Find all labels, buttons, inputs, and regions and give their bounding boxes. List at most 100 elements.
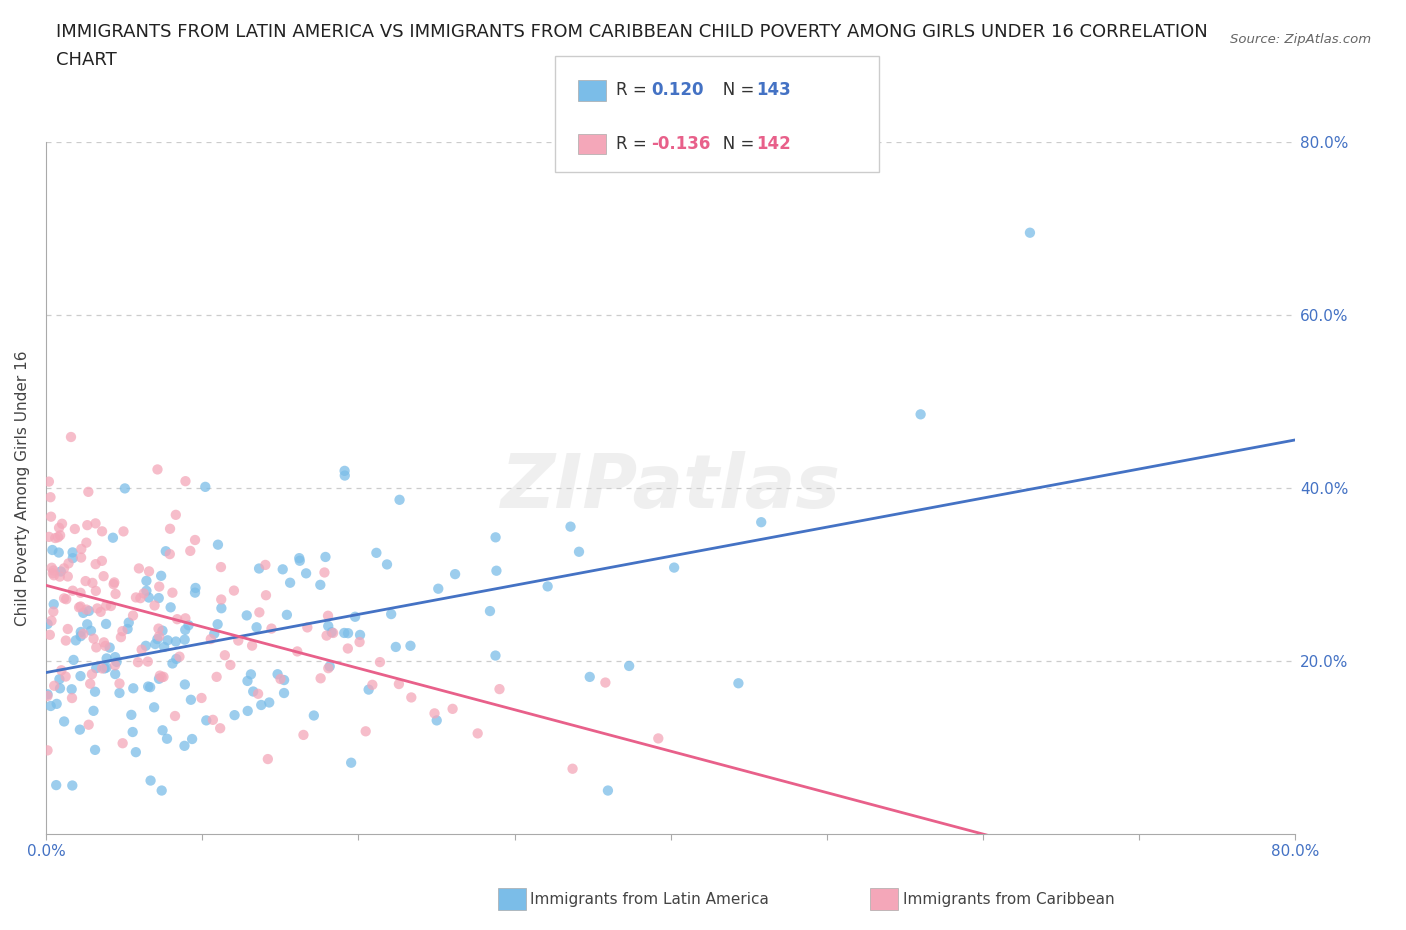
Point	[385, 640, 408, 655]
Point	[37, 743, 59, 758]
Point	[135, 583, 157, 598]
Point	[354, 724, 377, 738]
Point	[125, 590, 148, 604]
Point	[166, 612, 188, 627]
Point	[561, 762, 583, 777]
Point	[333, 463, 356, 478]
Point	[337, 626, 360, 641]
Point	[44, 531, 66, 546]
Point	[302, 708, 325, 723]
Point	[179, 543, 201, 558]
Point	[318, 660, 340, 675]
Point	[910, 407, 932, 422]
Point	[84, 557, 107, 572]
Point	[156, 632, 179, 647]
Point	[118, 615, 141, 630]
Y-axis label: Child Poverty Among Girls Under 16: Child Poverty Among Girls Under 16	[15, 350, 30, 626]
Point	[316, 608, 339, 623]
Point	[38, 474, 60, 489]
Point	[399, 638, 422, 653]
Point	[45, 777, 67, 792]
Point	[349, 634, 371, 649]
Point	[63, 522, 86, 537]
Point	[51, 516, 73, 531]
Point	[209, 601, 232, 616]
Point	[727, 676, 749, 691]
Point	[60, 691, 83, 706]
Point	[55, 669, 77, 684]
Point	[260, 621, 283, 636]
Point	[69, 723, 91, 737]
Point	[349, 628, 371, 643]
Point	[62, 551, 84, 565]
Point	[155, 544, 177, 559]
Text: R =: R =	[616, 82, 652, 100]
Point	[181, 732, 204, 747]
Point	[441, 701, 464, 716]
Point	[200, 631, 222, 646]
Point	[222, 583, 245, 598]
Point	[76, 602, 98, 617]
Point	[560, 519, 582, 534]
Text: 143: 143	[756, 82, 792, 100]
Point	[388, 677, 411, 692]
Point	[148, 591, 170, 605]
Point	[484, 648, 506, 663]
Point	[485, 564, 508, 578]
Point	[568, 544, 591, 559]
Point	[162, 656, 184, 671]
Point	[39, 510, 62, 525]
Point	[84, 684, 107, 699]
Point	[91, 524, 114, 538]
Point	[209, 721, 232, 736]
Point	[131, 643, 153, 658]
Point	[401, 690, 423, 705]
Point	[209, 592, 232, 607]
Point	[536, 579, 558, 594]
Point	[257, 751, 280, 766]
Point	[69, 625, 91, 640]
Point	[93, 569, 115, 584]
Point	[83, 631, 105, 646]
Point	[69, 599, 91, 614]
Point	[749, 514, 772, 529]
Point	[48, 671, 70, 686]
Point	[375, 557, 398, 572]
Point	[121, 724, 143, 739]
Point	[139, 680, 162, 695]
Point	[146, 462, 169, 477]
Point	[69, 629, 91, 644]
Point	[333, 626, 356, 641]
Point	[336, 641, 359, 656]
Point	[96, 660, 118, 675]
Point	[202, 626, 225, 641]
Point	[76, 617, 98, 631]
Point	[122, 608, 145, 623]
Point	[69, 585, 91, 600]
Point	[148, 621, 170, 636]
Text: 142: 142	[756, 135, 792, 153]
Point	[285, 644, 308, 658]
Point	[84, 516, 107, 531]
Point	[86, 601, 108, 616]
Point	[315, 628, 337, 643]
Point	[488, 682, 510, 697]
Point	[72, 627, 94, 642]
Point	[209, 560, 232, 575]
Point	[444, 566, 467, 581]
Point	[70, 541, 93, 556]
Point	[288, 553, 311, 568]
Point	[90, 553, 112, 568]
Point	[138, 591, 160, 605]
Point	[129, 591, 152, 605]
Point	[207, 538, 229, 552]
Point	[98, 640, 121, 655]
Point	[380, 606, 402, 621]
Point	[240, 638, 263, 653]
Point	[596, 783, 619, 798]
Point	[423, 706, 446, 721]
Point	[104, 667, 127, 682]
Point	[388, 492, 411, 507]
Point	[60, 682, 83, 697]
Point	[273, 672, 295, 687]
